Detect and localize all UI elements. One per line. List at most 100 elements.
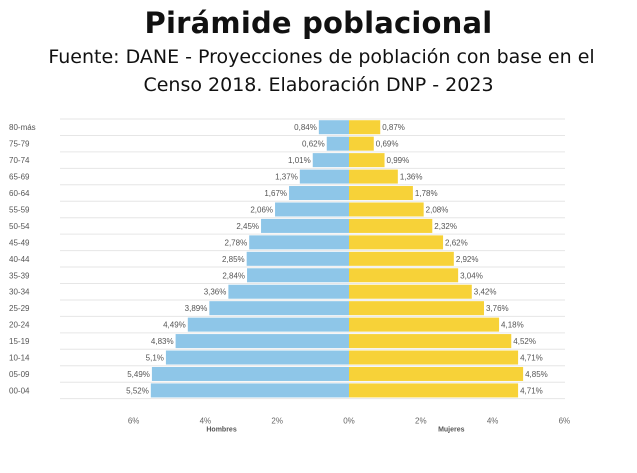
data-label-mujeres: 4,71% <box>520 354 543 363</box>
bar-mujeres <box>349 268 459 283</box>
bar-mujeres <box>349 366 524 381</box>
data-label-mujeres: 1,78% <box>415 189 438 198</box>
data-label-hombres: 2,78% <box>225 238 248 247</box>
data-label-mujeres: 1,36% <box>400 173 423 182</box>
bar-hombres <box>299 169 349 184</box>
age-group-label: 00-04 <box>9 386 30 395</box>
bar-hombres <box>289 186 349 201</box>
data-label-hombres: 4,83% <box>151 337 174 346</box>
age-group-label: 55-59 <box>9 205 30 214</box>
age-group-label: 80-más <box>9 123 36 132</box>
age-group-label: 70-74 <box>9 156 30 165</box>
bar-hombres <box>209 301 349 316</box>
x-tick-label: 6% <box>128 417 140 426</box>
x-tick-label: 0% <box>343 417 355 426</box>
data-label-mujeres: 3,76% <box>486 304 509 313</box>
data-label-hombres: 2,45% <box>236 222 259 231</box>
grid-layer <box>60 118 565 400</box>
data-label-hombres: 0,62% <box>302 140 325 149</box>
bar-layer <box>150 120 524 398</box>
bar-hombres <box>247 268 349 283</box>
bar-hombres <box>151 366 349 381</box>
age-group-label: 50-54 <box>9 222 30 231</box>
bar-hombres <box>246 251 349 266</box>
bar-mujeres <box>349 383 519 398</box>
age-group-label: 60-64 <box>9 189 30 198</box>
bar-hombres <box>261 218 349 233</box>
x-tick-label: 4% <box>487 417 499 426</box>
data-label-hombres: 5,49% <box>127 370 150 379</box>
bar-hombres <box>165 350 349 365</box>
data-label-hombres: 2,06% <box>250 205 273 214</box>
age-group-label: 40-44 <box>9 255 30 264</box>
bar-hombres <box>228 284 349 299</box>
bar-hombres <box>312 153 349 168</box>
bar-hombres <box>318 120 349 135</box>
data-label-hombres: 0,84% <box>294 123 317 132</box>
data-label-mujeres: 0,87% <box>382 123 405 132</box>
data-label-hombres: 2,85% <box>222 255 245 264</box>
bar-mujeres <box>349 334 512 349</box>
label-layer: 0,84% 0,87% 0,62% 0,69% 1,01% 0,99% 1,37% 1,36%… <box>126 123 548 395</box>
axis-layer: 80-más 75-79 70-74 65-69 60-64 55-59 50-54 45-4… <box>9 123 570 433</box>
data-label-mujeres: 0,69% <box>376 140 399 149</box>
bar-mujeres <box>349 153 385 168</box>
bar-hombres <box>187 317 349 332</box>
data-label-mujeres: 0,99% <box>387 156 410 165</box>
data-label-mujeres: 4,52% <box>513 337 536 346</box>
bar-mujeres <box>349 284 472 299</box>
x-axis-label-mujeres: Mujeres <box>438 427 465 434</box>
chart-subtitle-line-2: Censo 2018. Elaboración DNP - 2023 <box>143 74 494 96</box>
age-group-label: 35-39 <box>9 271 30 280</box>
bar-mujeres <box>349 301 484 316</box>
bar-mujeres <box>349 120 381 135</box>
age-group-label: 30-34 <box>9 288 30 297</box>
bar-mujeres <box>349 136 374 151</box>
age-group-label: 45-49 <box>9 238 30 247</box>
bar-hombres <box>249 235 349 250</box>
bar-mujeres <box>349 235 444 250</box>
data-label-mujeres: 4,18% <box>501 321 524 330</box>
data-label-mujeres: 2,62% <box>445 238 468 247</box>
age-group-label: 75-79 <box>9 140 30 149</box>
data-label-hombres: 2,84% <box>222 271 245 280</box>
x-axis-label-hombres: Hombres <box>206 427 236 434</box>
bar-mujeres <box>349 218 433 233</box>
data-label-mujeres: 2,92% <box>456 255 479 264</box>
bar-mujeres <box>349 186 413 201</box>
bar-mujeres <box>349 202 424 217</box>
bar-mujeres <box>349 251 454 266</box>
bar-mujeres <box>349 169 398 184</box>
data-label-hombres: 1,67% <box>264 189 287 198</box>
data-label-hombres: 4,49% <box>163 321 186 330</box>
chart-title: Pirámide poblacional <box>144 6 493 40</box>
age-group-label: 25-29 <box>9 304 30 313</box>
bar-hombres <box>150 383 349 398</box>
bar-hombres <box>175 334 349 349</box>
age-group-label: 20-24 <box>9 321 30 330</box>
age-group-label: 65-69 <box>9 173 30 182</box>
age-group-label: 15-19 <box>9 337 30 346</box>
bar-hombres <box>275 202 349 217</box>
data-label-hombres: 5,52% <box>126 386 149 395</box>
age-group-label: 10-14 <box>9 354 30 363</box>
x-tick-label: 6% <box>559 417 571 426</box>
data-label-hombres: 1,01% <box>288 156 311 165</box>
x-tick-label: 2% <box>271 417 283 426</box>
age-group-label: 05-09 <box>9 370 30 379</box>
data-label-mujeres: 4,71% <box>520 386 543 395</box>
x-tick-label: 2% <box>415 417 427 426</box>
chart-subtitle-line-1: Fuente: DANE - Proyecciones de población… <box>48 46 595 68</box>
data-label-hombres: 1,37% <box>275 173 298 182</box>
bar-mujeres <box>349 350 519 365</box>
data-label-hombres: 5,1% <box>146 354 164 363</box>
bar-mujeres <box>349 317 500 332</box>
data-label-mujeres: 4,85% <box>525 370 548 379</box>
data-label-hombres: 3,36% <box>204 288 227 297</box>
data-label-mujeres: 3,42% <box>474 288 497 297</box>
data-label-hombres: 3,89% <box>185 304 208 313</box>
data-label-mujeres: 2,32% <box>434 222 457 231</box>
data-label-mujeres: 3,04% <box>460 271 483 280</box>
bar-hombres <box>326 136 349 151</box>
